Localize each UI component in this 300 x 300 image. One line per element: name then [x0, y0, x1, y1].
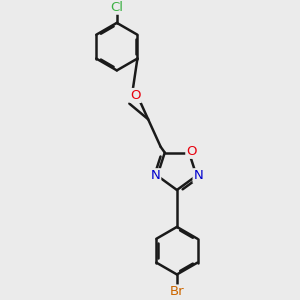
Text: Cl: Cl: [110, 1, 123, 14]
Text: N: N: [151, 169, 160, 182]
Text: O: O: [186, 145, 197, 158]
Text: N: N: [194, 169, 203, 182]
Text: Br: Br: [169, 286, 184, 298]
Text: O: O: [130, 89, 141, 102]
